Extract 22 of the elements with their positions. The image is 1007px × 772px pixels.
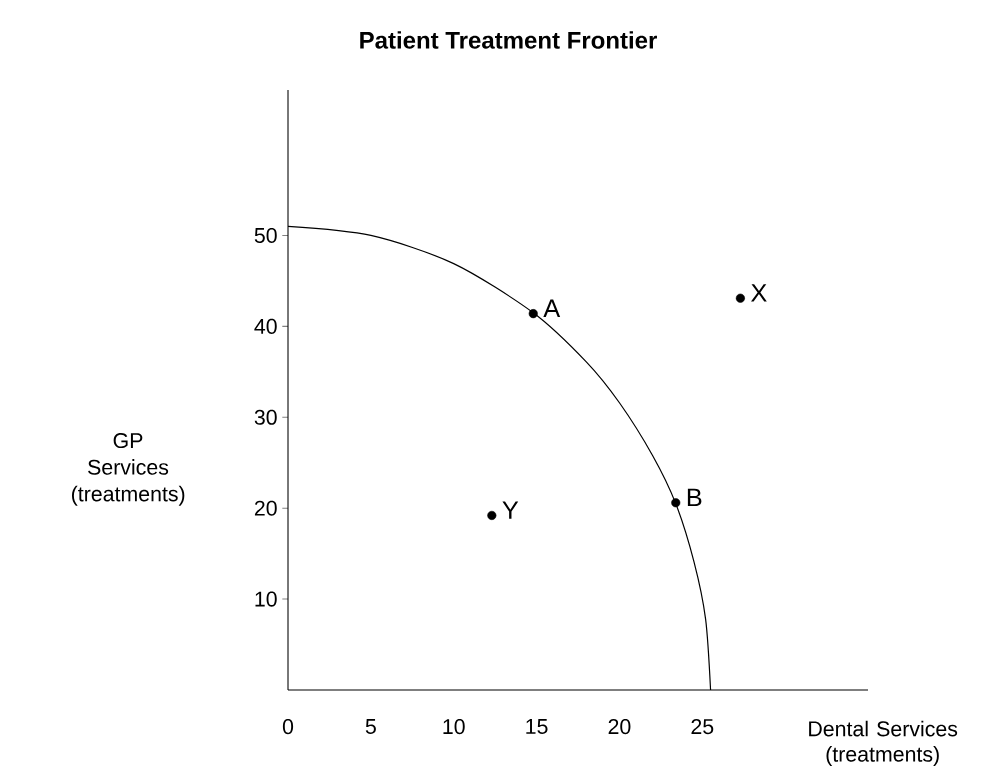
annotation: A — [543, 299, 561, 318]
x-tick-label: 10 — [443, 719, 465, 735]
y-tick-label: 50 — [254, 227, 277, 244]
point — [487, 510, 497, 520]
y-axis-title: GP Services (treatments) — [71, 433, 185, 506]
annotation: B — [687, 488, 702, 507]
x-tick-label: 20 — [608, 719, 631, 735]
point — [528, 309, 538, 319]
annotation: X — [751, 284, 767, 302]
y-tick-label: 20 — [254, 500, 277, 516]
chart-title: Patient Treatment Frontier — [360, 31, 657, 49]
point — [671, 498, 681, 508]
x-tick-label: 25 — [691, 719, 714, 735]
annotation: Y — [502, 501, 519, 519]
y-tick-label: 40 — [254, 318, 277, 334]
x-tick-label: 5 — [365, 719, 376, 734]
x-tick-label: 15 — [526, 719, 548, 734]
y-tick-label: 10 — [255, 591, 277, 607]
x-axis-title: Dental Services (treatments) — [809, 720, 958, 766]
point — [735, 293, 745, 303]
x-tick-label: 0 — [282, 719, 294, 735]
y-tick-label: 30 — [254, 409, 277, 425]
